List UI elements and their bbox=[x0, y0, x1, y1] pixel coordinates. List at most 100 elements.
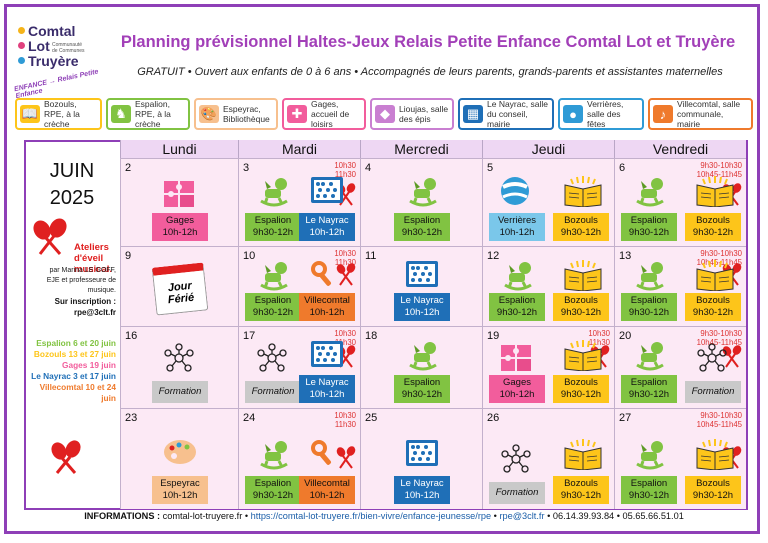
atelier-times: 10h30 11h30 bbox=[334, 249, 356, 267]
bozouls-icon bbox=[695, 259, 735, 296]
logo-tagline: Communauté de Communes bbox=[52, 42, 85, 54]
day-number: 25 bbox=[365, 412, 378, 424]
session-place: Espalion bbox=[254, 295, 292, 306]
espeyrac-icon bbox=[162, 438, 198, 471]
month-name: JUIN bbox=[49, 160, 95, 182]
day-number: 16 bbox=[125, 330, 138, 342]
legend-label: Espeyrac, Bibliothèque bbox=[223, 104, 270, 124]
session-place: Le Nayrac bbox=[305, 377, 349, 388]
bozouls-icon bbox=[695, 438, 735, 475]
atelier-times: 10h30 11h30 bbox=[334, 161, 356, 179]
session-place: Espalion bbox=[630, 478, 668, 489]
calendar-icon: Jour Férié bbox=[151, 262, 209, 316]
session-bozouls: Bozouls 9h30-12h bbox=[553, 213, 609, 241]
session-espalion: Espalion 9h30-12h bbox=[621, 476, 677, 504]
date-espalion: Espalion 6 et 20 juin bbox=[36, 338, 116, 348]
session-hours: 9h30-12h bbox=[628, 227, 670, 238]
day-header-mardi: Mardi bbox=[238, 140, 360, 158]
session-place: Bozouls bbox=[696, 295, 730, 306]
palette-icon: 🎨 bbox=[199, 105, 219, 123]
day-cell-17: 17 10h30 11h30 Formation Le Nayrac 10h-12h bbox=[238, 326, 360, 408]
day-number: 12 bbox=[487, 250, 500, 262]
maracas-icon bbox=[51, 440, 81, 474]
day-header-jeudi: Jeudi bbox=[482, 140, 614, 158]
verrieres-icon bbox=[499, 175, 531, 212]
session-hours: 9h30-12h bbox=[560, 307, 602, 318]
session-espalion: Espalion 9h30-12h bbox=[621, 213, 677, 241]
session-hours: 9h30-12h bbox=[252, 490, 294, 501]
day-number: 13 bbox=[619, 250, 632, 262]
session-bozouls: Bozouls 9h30-12h bbox=[685, 293, 741, 321]
session-place: Espalion bbox=[630, 215, 668, 226]
day-cell-10: 10 10h30 11h30 Espalion 9h30-12h Villecomtal… bbox=[238, 246, 360, 326]
logo-line-2: Lot bbox=[28, 38, 50, 54]
session-hours: 10h-12h bbox=[499, 389, 535, 400]
maracas-icon bbox=[335, 446, 357, 475]
bozouls-icon bbox=[563, 438, 603, 475]
session-bozouls: Bozouls 9h30-12h bbox=[685, 476, 741, 504]
inscription-email[interactable]: rpe@3clt.fr bbox=[73, 308, 116, 317]
logo-line-3: Truyère bbox=[28, 53, 79, 69]
session-bozouls: Bozouls 9h30-12h bbox=[553, 375, 609, 403]
day-cell-9: 9 Jour Férié bbox=[120, 246, 238, 326]
day-number: 2 bbox=[125, 162, 132, 174]
spinning-top-icon: ◆ bbox=[375, 105, 395, 123]
session-hours: 9h30-12h bbox=[692, 227, 734, 238]
footer-phone-1: 06.14.39.93.84 bbox=[552, 511, 615, 521]
atelier-times: 9h30-10h30 10h45-11h45 bbox=[696, 161, 742, 179]
day-number: 11 bbox=[365, 250, 377, 262]
day-header-mercredi: Mercredi bbox=[360, 140, 482, 158]
session-hours: 10h-12h bbox=[309, 490, 345, 501]
session-hours: 10h-12h bbox=[309, 389, 345, 400]
espalion-icon bbox=[631, 175, 669, 214]
session-place: Formation bbox=[251, 386, 295, 397]
day-number: 6 bbox=[619, 162, 626, 174]
date-gages: Gages 19 juin bbox=[62, 360, 116, 370]
session-place: Formation bbox=[691, 386, 735, 397]
day-cell-5: 5 Verrières 10h-12h Bozouls 9h30-12h bbox=[482, 158, 614, 246]
legend-label: Lioujas, salle des épis bbox=[399, 104, 449, 124]
session-gages: Gages 10h-12h bbox=[152, 213, 208, 241]
ateliers-title: Ateliers d'éveil musical. bbox=[74, 242, 113, 275]
session-espalion: Espalion 9h30-12h bbox=[621, 375, 677, 403]
session-hours: 9h30-12h bbox=[560, 490, 602, 501]
bozouls-icon bbox=[695, 175, 735, 212]
footer-label: INFORMATIONS : bbox=[84, 511, 161, 521]
footer-email[interactable]: rpe@3clt.fr bbox=[499, 511, 545, 521]
legend-gages: ✚ Gages, accueil de loisirs bbox=[282, 98, 366, 130]
logo-arc-text: ENFANCE → Relais Petite Enfance bbox=[13, 68, 100, 101]
session-place: Espalion bbox=[403, 215, 441, 226]
espalion-icon bbox=[404, 339, 442, 378]
formation-icon bbox=[499, 444, 533, 479]
legend-villecomtal: ♪ Villecomtal, salle communale, mairie bbox=[648, 98, 753, 130]
ball-icon: ● bbox=[563, 105, 583, 123]
day-cell-11: 11 Le Nayrac 10h-12h bbox=[360, 246, 482, 326]
session-hours: 9h30-12h bbox=[628, 389, 670, 400]
day-number: 26 bbox=[487, 412, 500, 424]
session-hours: 10h-12h bbox=[404, 307, 440, 318]
bozouls-icon bbox=[563, 175, 603, 212]
session-place: Le Nayrac bbox=[400, 295, 444, 306]
session-place: Bozouls bbox=[696, 478, 730, 489]
rocking-horse-icon: ♞ bbox=[111, 105, 131, 123]
session-hours: 9h30-12h bbox=[628, 490, 670, 501]
session-villecomtal: Villecomtal 10h-12h bbox=[299, 476, 355, 504]
day-number: 19 bbox=[487, 330, 500, 342]
logo-line-1: Comtal bbox=[28, 23, 76, 39]
date-le-nayrac: Le Nayrac 3 et 17 juin bbox=[31, 371, 116, 381]
session-espalion: Espalion 9h30-12h bbox=[245, 293, 301, 321]
day-cell-23: 23 Espeyrac 10h-12h bbox=[120, 408, 238, 509]
day-cell-25: 25 Le Nayrac 10h-12h bbox=[360, 408, 482, 509]
footer-url[interactable]: https://comtal-lot-truyere.fr/bien-vivre… bbox=[250, 511, 492, 521]
day-cell-4: 4 Espalion 9h30-12h bbox=[360, 158, 482, 246]
session-hours: 9h30-12h bbox=[560, 389, 602, 400]
legend-label: Gages, accueil de loisirs bbox=[311, 99, 350, 129]
day-number: 10 bbox=[243, 250, 256, 262]
date-villecomtal: Villecomtal 10 et 24 juin bbox=[39, 382, 116, 403]
session-formation: Formation bbox=[152, 381, 208, 403]
abacus-icon: ▦ bbox=[463, 105, 483, 123]
gages-icon bbox=[499, 339, 533, 378]
day-number: 27 bbox=[619, 412, 632, 424]
footer-site[interactable]: comtal-lot-truyere.fr bbox=[162, 511, 243, 521]
session-hours: 10h-12h bbox=[309, 227, 345, 238]
